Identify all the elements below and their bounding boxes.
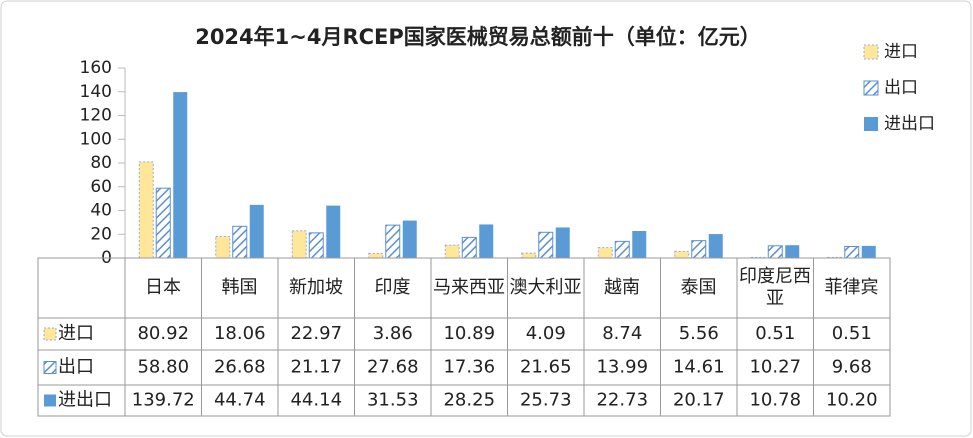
table-cell: 10.89 <box>443 323 495 344</box>
table-cell: 17.36 <box>443 357 495 378</box>
table-cell: 3.86 <box>373 323 413 344</box>
category-cell: 新加坡 <box>289 277 343 298</box>
table-cell: 139.72 <box>132 390 195 411</box>
bar <box>173 92 188 259</box>
table-cell: 25.73 <box>520 390 572 411</box>
category-cell: 澳大利亚 <box>509 277 582 298</box>
category-cell: 菲律宾 <box>824 277 879 298</box>
x-tick-label: 韩国 <box>221 277 258 298</box>
category-cell: 印度 <box>374 277 411 298</box>
bar <box>538 231 554 259</box>
x-tick-label: 新加坡 <box>289 277 343 298</box>
table-cell: 13.99 <box>596 357 648 378</box>
bar <box>385 224 401 259</box>
table-cell: 10.78 <box>749 390 801 411</box>
legend-key <box>864 117 878 131</box>
table-cell: 0.51 <box>832 323 872 344</box>
x-tick-label: 泰国 <box>680 277 717 298</box>
table-cell: 0.51 <box>755 323 795 344</box>
table-row-label: 出口 <box>58 357 94 378</box>
bar <box>291 230 307 259</box>
table-cell: 28.25 <box>443 390 495 411</box>
bar <box>597 247 613 259</box>
bar <box>215 236 231 259</box>
category-cell: 印度尼西亚 <box>739 266 811 309</box>
table-cell: 21.17 <box>290 357 342 378</box>
table-cell: 8.74 <box>602 323 642 344</box>
x-tick-label: 菲律宾 <box>824 277 879 298</box>
bar <box>326 205 341 258</box>
category-cell: 韩国 <box>221 277 258 298</box>
bar <box>479 224 494 258</box>
bar <box>767 245 783 259</box>
bar <box>232 225 248 259</box>
table-cell: 4.09 <box>526 323 566 344</box>
bar <box>308 232 324 259</box>
table-cell: 27.68 <box>367 357 419 378</box>
table-cell: 31.53 <box>367 390 419 411</box>
table-cell: 22.73 <box>596 390 648 411</box>
x-tick-label: 澳大利亚 <box>509 277 582 298</box>
x-tick-label: 马来西亚 <box>433 277 505 298</box>
bar <box>708 234 723 258</box>
category-cell: 马来西亚 <box>433 277 505 298</box>
bar <box>632 231 647 258</box>
table-legend-key <box>44 394 56 407</box>
table-cell: 22.97 <box>290 323 342 344</box>
y-tick-label: 80 <box>90 153 112 173</box>
y-tick-label: 100 <box>80 129 112 149</box>
legend-key <box>863 44 879 60</box>
table-legend-key <box>43 361 57 374</box>
table-cell: 20.17 <box>673 390 725 411</box>
bar <box>861 245 876 258</box>
bar <box>249 204 264 258</box>
table-row-label: 进出口 <box>58 390 112 411</box>
x-tick-label: 越南 <box>604 277 640 298</box>
table-cell: 21.65 <box>520 357 572 378</box>
bar <box>674 250 690 259</box>
legend-key <box>863 80 879 96</box>
y-tick-label: 120 <box>80 106 112 126</box>
bar <box>785 245 800 258</box>
table-cell: 44.14 <box>290 390 342 411</box>
y-tick-label: 40 <box>90 201 112 221</box>
legend-label: 进口 <box>884 42 918 62</box>
table-cell: 26.68 <box>214 357 266 378</box>
table-cell: 10.20 <box>826 390 878 411</box>
x-tick-label: 印度 <box>374 277 411 298</box>
x-tick-label: 印度尼西亚 <box>739 266 811 309</box>
table-legend-key <box>43 327 57 341</box>
table-cell: 80.92 <box>137 323 189 344</box>
table-cell: 10.27 <box>749 357 801 378</box>
legend-label: 出口 <box>884 78 918 98</box>
table-cell: 5.56 <box>679 323 719 344</box>
y-tick-label: 60 <box>90 177 112 197</box>
table-cell: 18.06 <box>214 323 266 344</box>
bar <box>844 246 860 259</box>
bar <box>461 236 477 259</box>
table-cell: 9.68 <box>832 357 872 378</box>
legend-label: 进出口 <box>884 114 935 134</box>
table-row-label: 进口 <box>58 323 94 344</box>
category-cell: 泰国 <box>680 277 717 298</box>
y-tick-label: 20 <box>90 224 112 244</box>
table-cell: 44.74 <box>214 390 266 411</box>
category-cell: 日本 <box>145 277 181 298</box>
y-tick-label: 140 <box>80 82 112 102</box>
bar <box>614 240 630 259</box>
bar <box>444 244 460 259</box>
bar <box>555 227 570 258</box>
bar <box>402 220 417 258</box>
bar <box>138 161 154 259</box>
y-tick-label: 160 <box>80 58 112 78</box>
x-tick-label: 日本 <box>145 277 181 298</box>
bar <box>691 240 707 259</box>
table-cell: 58.80 <box>137 357 189 378</box>
bar <box>155 187 171 259</box>
table-cell: 14.61 <box>673 357 725 378</box>
chart-title: 2024年1~4月RCEP国家医械贸易总额前十（单位：亿元） <box>195 25 761 49</box>
category-cell: 越南 <box>604 277 640 298</box>
